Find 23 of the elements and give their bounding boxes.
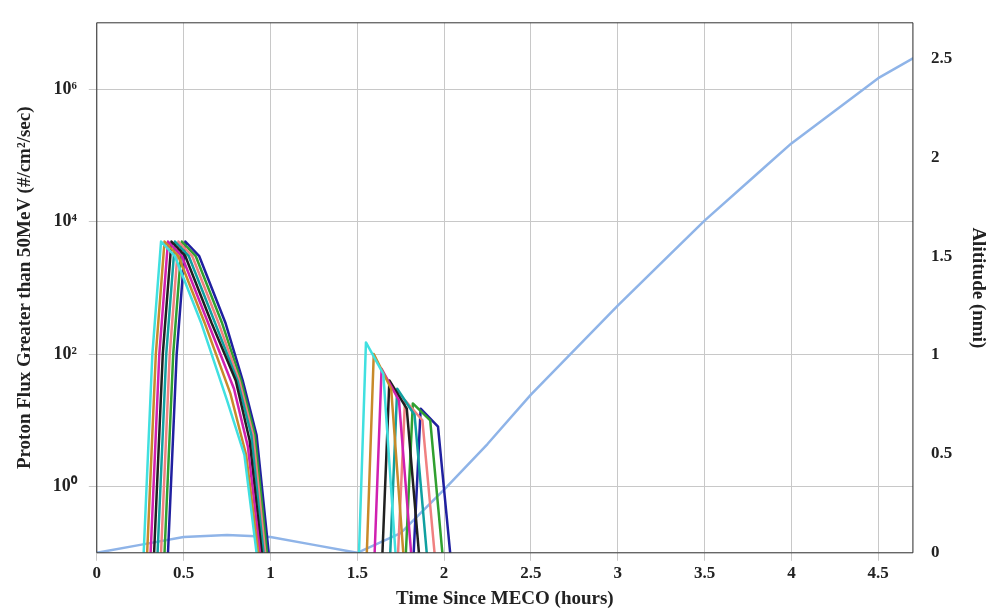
x-tick-label: 4.5 [867,563,889,583]
y2-tick-label: 1.5 [930,245,953,265]
x-tick-label: 3.5 [693,563,716,583]
x-tick-label: 4 [787,563,797,583]
x-axis-title: Time Since MECO (hours) [396,586,614,609]
x-tick-label: 0 [92,563,102,583]
y2-tick-label: 0 [930,542,940,562]
y2-tick-label: 1 [930,344,940,364]
y2-tick-label: 0.5 [930,443,953,463]
y-tick-label: 10² [53,342,77,363]
y2-tick-label: 2.5 [930,47,953,67]
x-tick-label: 3 [613,563,622,583]
x-tick-label: 2 [439,563,449,583]
y-tick-label: 10⁰ [52,475,78,496]
y-axis-title: Proton Flux Greater than 50MeV (#/cm²/sec) [13,106,36,470]
y-tick-label: 10⁴ [53,210,78,231]
y2-tick-label: 2 [930,146,940,166]
y2-axis-title: Alititude (nmi) [967,227,990,349]
y-tick-label: 10⁶ [53,77,78,98]
x-tick-label: 2.5 [520,563,542,583]
x-tick-label: 1 [266,563,275,583]
x-tick-label: 0.5 [173,563,195,583]
x-tick-label: 1.5 [346,563,368,583]
